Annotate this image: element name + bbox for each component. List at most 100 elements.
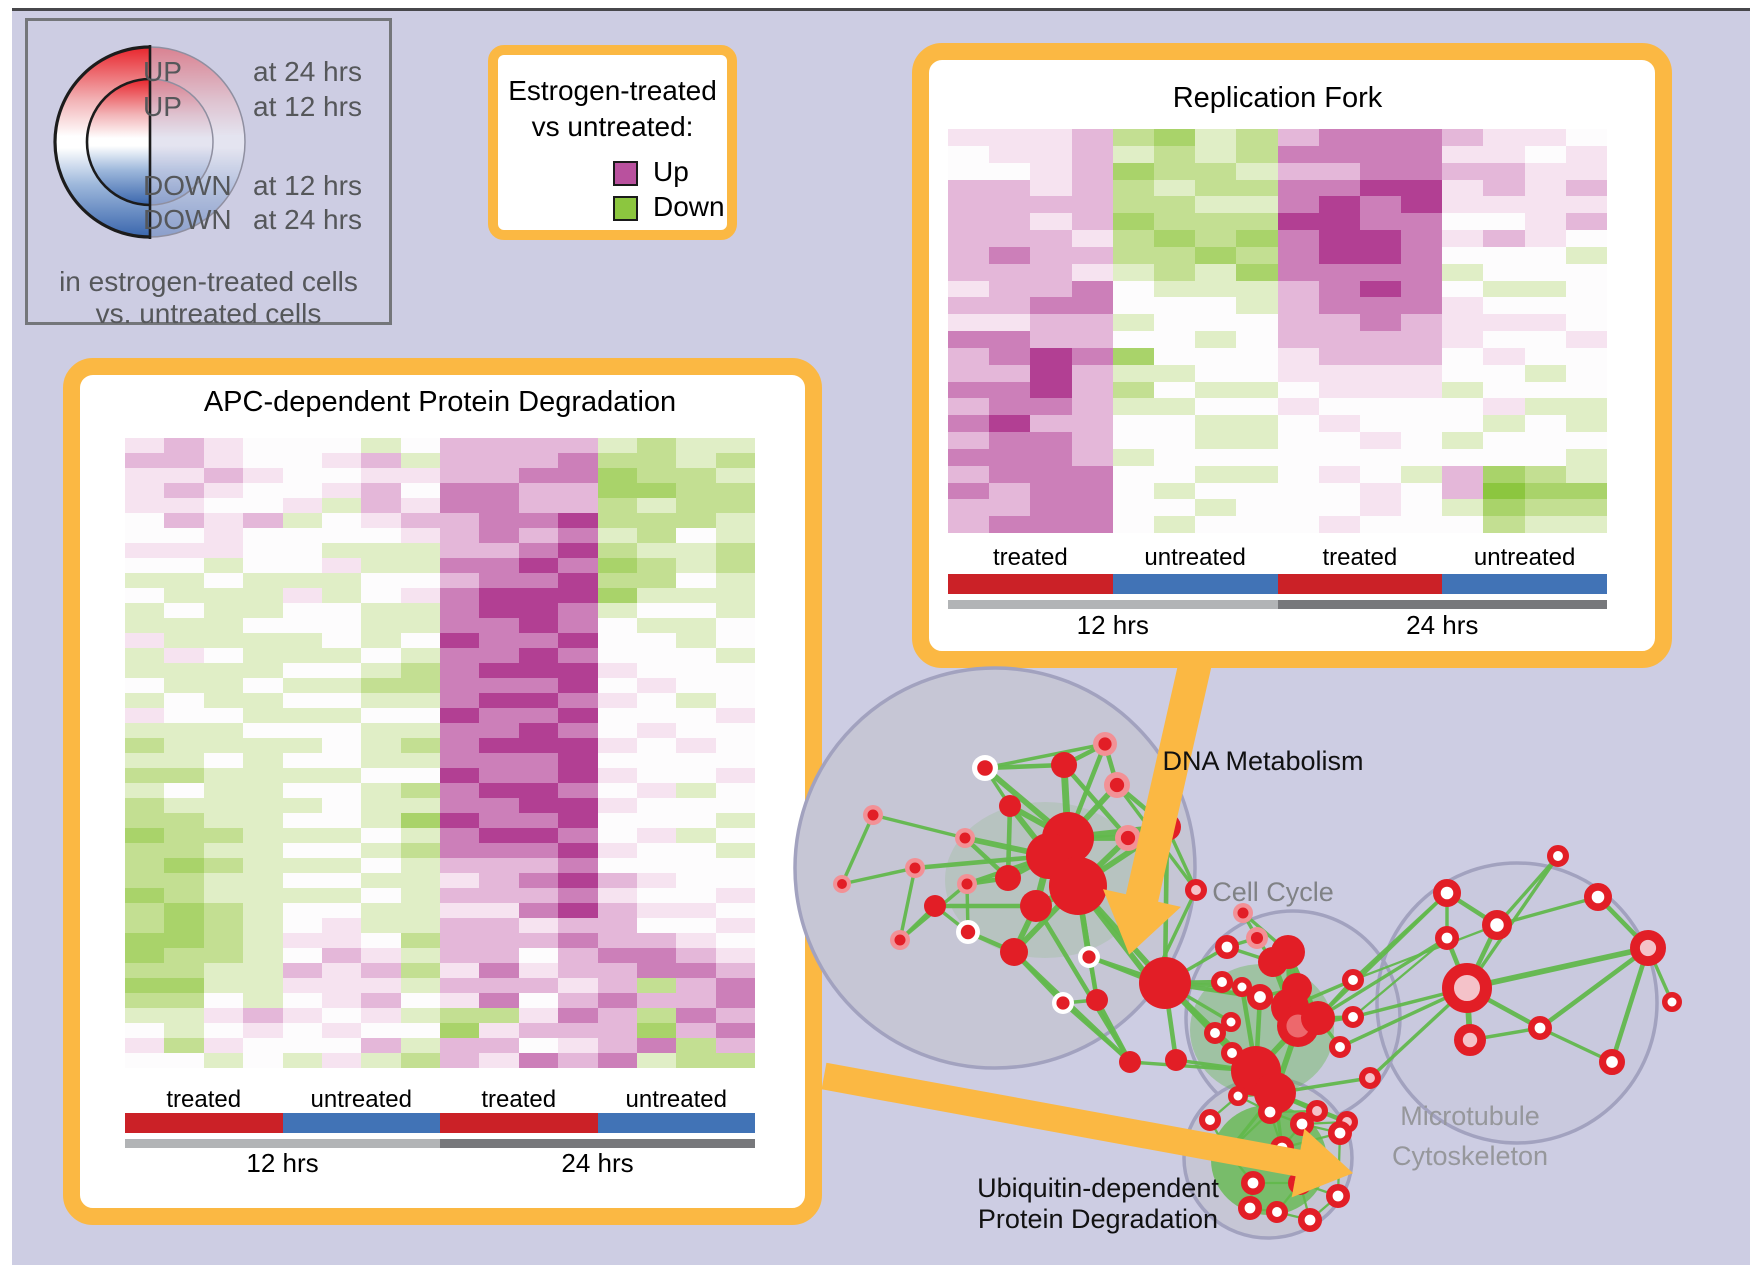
heatmap-cell [518,618,559,633]
heatmap-cell [518,783,559,798]
heatmap-cell [1030,162,1072,180]
heatmap-cell [636,453,677,468]
heatmap-cell [558,948,598,963]
heatmap-cell [1195,482,1237,500]
heatmap-cell [1442,230,1484,247]
heatmap-cell [164,648,204,663]
heatmap-cell [558,663,598,678]
heatmap-cell [440,783,480,798]
heatmap-cell [1401,331,1443,348]
heatmap-cell [1112,280,1154,298]
heatmap-cell [636,573,677,588]
heatmap-cell [164,438,204,453]
heatmap-cell [1483,213,1525,230]
heatmap-cell [715,1023,755,1038]
heatmap-cell [400,1038,440,1053]
heatmap-cell [479,438,519,453]
apc-condition-bar [440,1113,598,1133]
heatmap-cell [164,708,204,723]
heatmap-cell [1359,263,1402,281]
heatmap-cell [518,693,559,708]
heatmap-cell [948,364,990,382]
heatmap-cell [282,963,322,978]
heatmap-cell [361,783,401,798]
heatmap-cell [1401,230,1443,247]
heatmap-cell [1565,179,1607,197]
heatmap-cell [440,1008,480,1023]
heatmap-cell [203,1053,244,1068]
heatmap-cell [597,1053,637,1068]
heatmap-cell [282,1053,322,1068]
heatmap-cell [164,678,204,693]
heatmap-cell [203,978,244,993]
heatmap-cell [361,843,401,858]
heatmap-cell [400,963,440,978]
heatmap-cell [321,903,362,918]
heatmap-cell [989,364,1031,382]
heatmap-cell [518,543,559,558]
heatmap-cell [1236,196,1278,214]
heatmap-cell [321,603,362,618]
heatmap-cell [948,129,990,146]
heatmap-cell [636,618,677,633]
heatmap-cell [440,873,480,888]
heatmap-cell [1318,432,1360,449]
heatmap-cell [1030,145,1072,163]
heatmap-cell [558,498,598,513]
heatmap-cell [558,888,598,903]
heatmap-cell [400,783,440,798]
heatmap-cell [1442,381,1484,399]
heatmap-cell [1071,432,1113,449]
heatmap-cell [321,1008,362,1023]
heatmap-cell [1524,162,1566,180]
heatmap-cell [1153,448,1196,466]
heatmap-cell [1030,347,1072,365]
heatmap-cell [203,1023,244,1038]
legend-direction: DOWN [143,204,232,235]
heatmap-cell [321,873,362,888]
heatmap-cell [1565,145,1607,163]
heatmap-cell [1524,179,1566,197]
heatmap-cell [558,513,598,528]
heatmap-cell [400,483,440,498]
inner-left-arc [85,77,151,207]
heatmap-cell [948,331,990,348]
heatmap-cell [440,678,480,693]
heatmap-cell [400,558,440,573]
heatmap-cell [518,468,559,483]
heatmap-cell [282,693,322,708]
heatmap-cell [282,453,322,468]
rf-time-bar [948,600,1278,609]
heatmap-cell [1112,331,1154,348]
heatmap-cell [558,708,598,723]
heatmap-cell [1236,415,1278,432]
heatmap-cell [1112,499,1154,517]
heatmap-cell [1112,398,1154,416]
heatmap-cell [400,1053,440,1068]
heatmap-cell [558,933,598,948]
heatmap-cell [400,768,440,783]
heatmap-cell [321,648,362,663]
heatmap-cell [715,693,755,708]
heatmap-cell [518,978,559,993]
heatmap-cell [400,948,440,963]
heatmap-cell [321,723,362,738]
heatmap-cell [1071,516,1113,533]
heatmap-cell [1318,196,1360,214]
heatmap-cell [1153,179,1196,197]
heatmap-cell [676,693,716,708]
heatmap-cell [715,738,755,753]
heatmap-cell [479,753,519,768]
heatmap-cell [558,453,598,468]
heatmap-cell [1318,230,1360,247]
heatmap-cell [1401,448,1443,466]
heatmap-cell [676,963,716,978]
heatmap-cell [1318,415,1360,432]
heatmap-cell [558,588,598,603]
legend-direction: UP [143,56,182,87]
heatmap-cell [597,993,637,1008]
heatmap-cell [636,708,677,723]
legend-time: at 24 hrs [253,56,362,87]
heatmap-cell [400,543,440,558]
heatmap-cell [676,753,716,768]
